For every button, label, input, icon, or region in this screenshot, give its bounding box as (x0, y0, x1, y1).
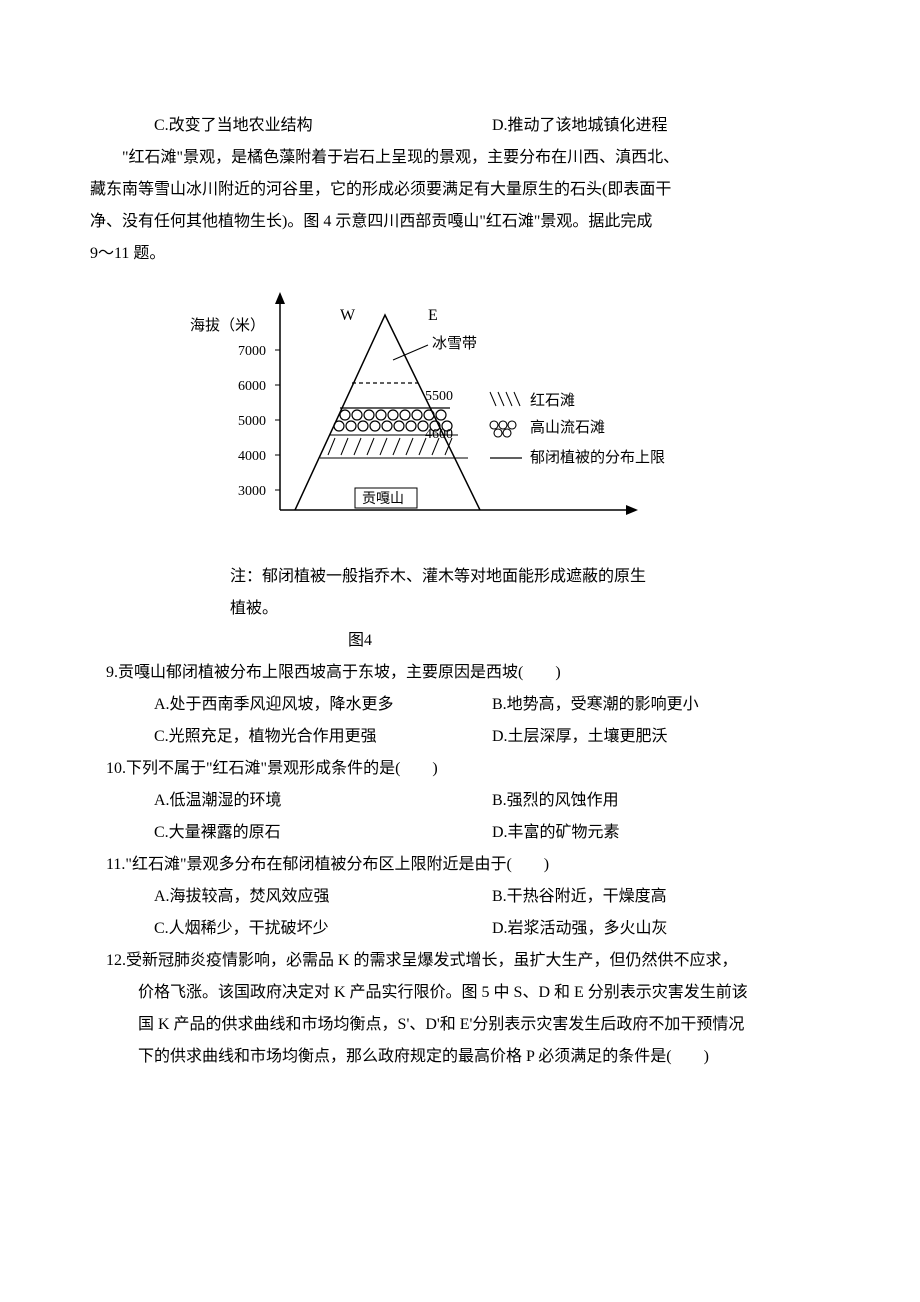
svg-text:4600: 4600 (425, 427, 453, 442)
q9-B: B.地势高，受寒潮的影响更小 (492, 689, 830, 721)
passage-line3: 净、没有任何其他植物生长)。图 4 示意四川西部贡嘎山"红石滩"景观。据此完成 (90, 206, 830, 238)
q10-stem: 10.下列不属于"红石滩"景观形成条件的是( ) (90, 753, 830, 785)
q12-line3: 国 K 产品的供求曲线和市场均衡点，S'、D'和 E'分别表示灾害发生后政府不加… (90, 1009, 830, 1041)
svg-text:贡嘎山: 贡嘎山 (362, 491, 404, 507)
mountain-diagram: 海拔（米） 3000 4000 5000 6000 7000 W E (190, 280, 670, 545)
passage-line2: 藏东南等雪山冰川附近的河谷里，它的形成必须要满足有大量原生的石头(即表面干 (90, 174, 830, 206)
q10-A: A.低温潮湿的环境 (154, 785, 492, 817)
svg-text:W: W (340, 307, 356, 324)
q9-options-row1: A.处于西南季风迎风坡，降水更多 B.地势高，受寒潮的影响更小 (90, 689, 830, 721)
q10-options-row2: C.大量裸露的原石 D.丰富的矿物元素 (90, 817, 830, 849)
q11-A: A.海拔较高，焚风效应强 (154, 881, 492, 913)
q11-options-row1: A.海拔较高，焚风效应强 B.干热谷附近，干燥度高 (90, 881, 830, 913)
q12-line4: 下的供求曲线和市场均衡点，那么政府规定的最高价格 P 必须满足的条件是( ) (90, 1041, 830, 1073)
svg-text:6000: 6000 (238, 379, 266, 394)
svg-text:冰雪带: 冰雪带 (432, 335, 477, 352)
q11-D: D.岩浆活动强，多火山灰 (492, 913, 830, 945)
q9-A: A.处于西南季风迎风坡，降水更多 (154, 689, 492, 721)
q9-D: D.土层深厚，土壤更肥沃 (492, 721, 830, 753)
svg-text:4000: 4000 (238, 449, 266, 464)
q12-line2: 价格飞涨。该国政府决定对 K 产品实行限价。图 5 中 S、D 和 E 分别表示… (90, 977, 830, 1009)
svg-text:5000: 5000 (238, 414, 266, 429)
figure-note: 注：郁闭植被一般指乔木、灌木等对地面能形成遮蔽的原生植被。 (90, 561, 650, 625)
axis-label: 海拔（米） (190, 317, 265, 334)
q9-C: C.光照充足，植物光合作用更强 (154, 721, 492, 753)
q11-options-row2: C.人烟稀少，干扰破坏少 D.岩浆活动强，多火山灰 (90, 913, 830, 945)
q10-options-row1: A.低温潮湿的环境 B.强烈的风蚀作用 (90, 785, 830, 817)
figure-4: 海拔（米） 3000 4000 5000 6000 7000 W E (190, 280, 830, 557)
passage-line4: 9～11 题。 (90, 238, 830, 270)
q11-B: B.干热谷附近，干燥度高 (492, 881, 830, 913)
q9-options-row2: C.光照充足，植物光合作用更强 D.土层深厚，土壤更肥沃 (90, 721, 830, 753)
svg-text:5500: 5500 (425, 389, 453, 404)
q11-C: C.人烟稀少，干扰破坏少 (154, 913, 492, 945)
q9-stem: 9.贡嘎山郁闭植被分布上限西坡高于东坡，主要原因是西坡( ) (90, 657, 830, 689)
prev-question-options: C.改变了当地农业结构 D.推动了该地城镇化进程 (90, 110, 830, 142)
figure-caption: 图4 (90, 625, 530, 657)
passage: "红石滩"景观，是橘色藻附着于岩石上呈现的景观，主要分布在川西、滇西北、 藏东南… (90, 142, 830, 270)
svg-text:7000: 7000 (238, 344, 266, 359)
svg-text:红石滩: 红石滩 (530, 392, 575, 409)
passage-line1: "红石滩"景观，是橘色藻附着于岩石上呈现的景观，主要分布在川西、滇西北、 (90, 142, 830, 174)
option-c: C.改变了当地农业结构 (154, 110, 492, 142)
q10-B: B.强烈的风蚀作用 (492, 785, 830, 817)
q10-D: D.丰富的矿物元素 (492, 817, 830, 849)
svg-text:高山流石滩: 高山流石滩 (530, 419, 605, 436)
svg-text:3000: 3000 (238, 484, 266, 499)
svg-text:郁闭植被的分布上限: 郁闭植被的分布上限 (530, 449, 665, 466)
q11-stem: 11."红石滩"景观多分布在郁闭植被分布区上限附近是由于( ) (90, 849, 830, 881)
option-d: D.推动了该地城镇化进程 (492, 110, 830, 142)
q12-line1: 12.受新冠肺炎疫情影响，必需品 K 的需求呈爆发式增长，虽扩大生产，但仍然供不… (90, 945, 830, 977)
svg-text:E: E (428, 307, 438, 324)
q10-C: C.大量裸露的原石 (154, 817, 492, 849)
